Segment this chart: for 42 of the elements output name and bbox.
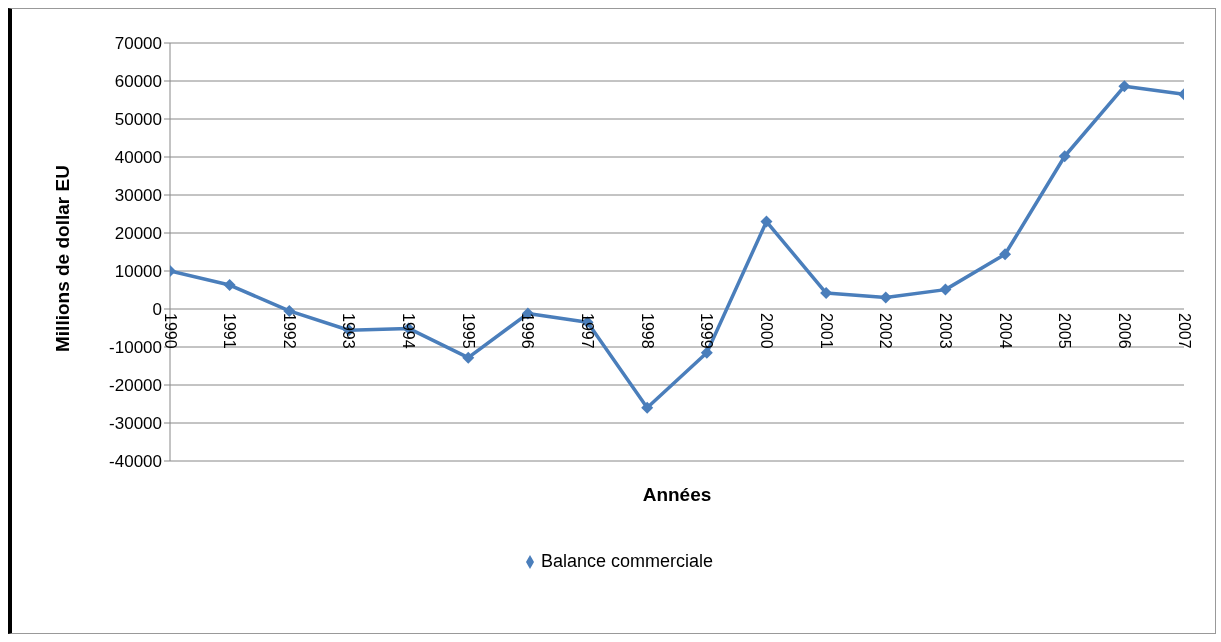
point bbox=[641, 401, 654, 414]
point bbox=[1118, 80, 1131, 93]
y-tick-label: -20000 bbox=[109, 376, 162, 396]
x-tick-label: 1990 bbox=[161, 313, 179, 349]
y-tick-label: -40000 bbox=[109, 452, 162, 472]
y-tick-label: 30000 bbox=[114, 186, 162, 206]
y-tick-label: 20000 bbox=[114, 224, 162, 244]
y-tick-label: 50000 bbox=[114, 110, 162, 130]
y-tick-label: 70000 bbox=[114, 34, 162, 54]
legend-label: Balance commerciale bbox=[540, 551, 714, 571]
x-tick-label: 1996 bbox=[519, 313, 537, 349]
point bbox=[939, 283, 952, 296]
x-tick-label: 1994 bbox=[400, 313, 418, 349]
y-axis-title: Millions de dollar EU bbox=[51, 165, 73, 352]
y-tick-label: 0 bbox=[152, 300, 162, 320]
x-tick-label: 2005 bbox=[1056, 313, 1074, 349]
y-tick-label: 60000 bbox=[114, 72, 162, 92]
point bbox=[760, 215, 773, 228]
x-tick-label: 2004 bbox=[996, 313, 1014, 349]
point bbox=[223, 279, 236, 292]
x-tick-label: 2006 bbox=[1115, 313, 1133, 349]
y-tick-label: -10000 bbox=[109, 338, 162, 358]
y-tick-label: -30000 bbox=[109, 414, 162, 434]
x-tick-label: 1995 bbox=[459, 313, 477, 349]
point bbox=[1058, 150, 1071, 163]
y-tick-label: 10000 bbox=[114, 262, 162, 282]
x-tick-label: 2002 bbox=[877, 313, 895, 349]
x-axis-title: Années bbox=[642, 484, 712, 505]
x-tick-label: 1999 bbox=[698, 313, 716, 349]
x-tick-label: 1998 bbox=[638, 313, 656, 349]
x-tick-label: 2003 bbox=[936, 313, 954, 349]
y-tick-label: 40000 bbox=[114, 148, 162, 168]
x-tick-label: 2001 bbox=[817, 313, 835, 349]
point bbox=[879, 291, 892, 304]
x-tick-label: 2000 bbox=[757, 313, 775, 349]
x-tick-label: 1992 bbox=[280, 313, 298, 349]
x-tick-label: 1997 bbox=[579, 313, 597, 349]
point bbox=[999, 248, 1012, 261]
x-tick-label: 2007 bbox=[1175, 313, 1193, 349]
point bbox=[462, 351, 475, 364]
x-tick-label: 1991 bbox=[221, 313, 239, 349]
x-tick-label: 1993 bbox=[340, 313, 358, 349]
